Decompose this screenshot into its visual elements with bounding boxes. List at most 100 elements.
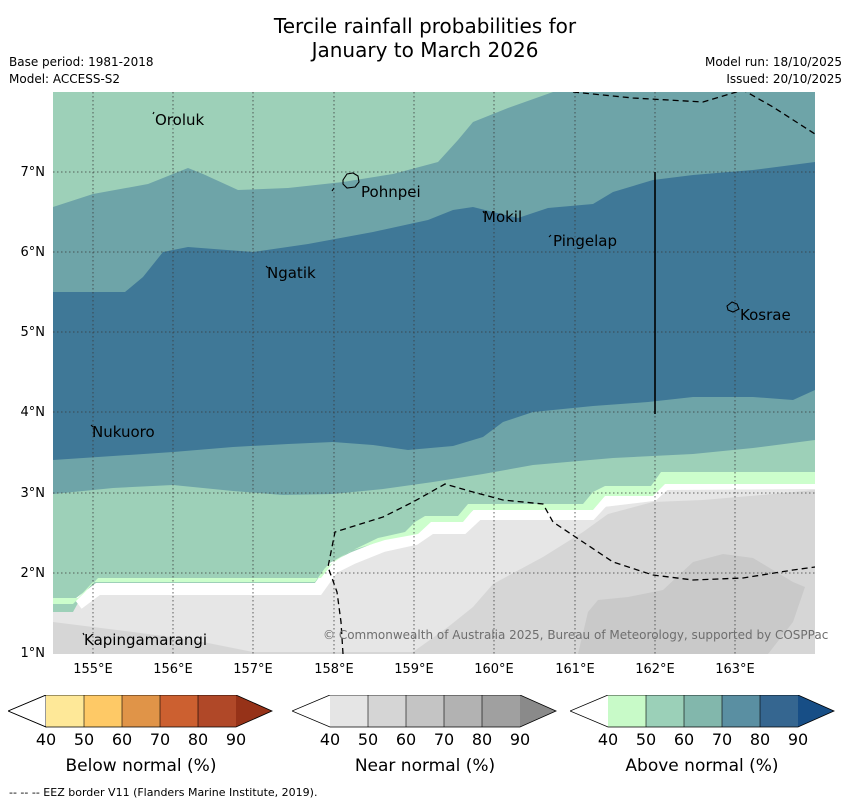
cbar-segment bbox=[722, 695, 760, 727]
cbar-tick: 80 bbox=[187, 730, 209, 749]
cbar-outline bbox=[8, 695, 273, 728]
zone-near-dark bbox=[578, 554, 805, 654]
colorbar-above-normal bbox=[570, 695, 835, 728]
lat-label: 2°N bbox=[20, 566, 46, 581]
cbar-label-above: Above normal (%) bbox=[625, 756, 779, 776]
cbar-tick: 60 bbox=[395, 730, 417, 749]
cbar-segment bbox=[46, 695, 84, 727]
islet-7 bbox=[82, 632, 85, 636]
cbar-tick: 90 bbox=[225, 730, 247, 749]
cbar-segment bbox=[760, 695, 798, 727]
cbar-segment bbox=[406, 695, 444, 727]
cbar-outline bbox=[570, 695, 835, 728]
cbar-segment bbox=[330, 695, 368, 727]
cbar-tick: 50 bbox=[635, 730, 657, 749]
cbar-tick: 70 bbox=[433, 730, 455, 749]
colorbar-below-normal bbox=[8, 695, 273, 728]
island-outlines bbox=[82, 111, 740, 636]
lat-label: 5°N bbox=[20, 325, 46, 340]
meta-right: Model run: 18/10/2025 Issued: 20/10/2025 bbox=[705, 54, 842, 88]
cbar-tick: 50 bbox=[357, 730, 379, 749]
cbar-dividers bbox=[645, 695, 761, 727]
lat-label: 6°N bbox=[20, 245, 46, 260]
place-kosrae: Kosrae bbox=[740, 306, 791, 324]
cbar-segment bbox=[368, 695, 406, 727]
lon-label: 162°E bbox=[635, 662, 675, 677]
lon-label: 163°E bbox=[715, 662, 755, 677]
cbar-tick: 90 bbox=[787, 730, 809, 749]
eez-footnote: -- -- -- EEZ border V11 (Flanders Marine… bbox=[9, 786, 318, 799]
zone-above-70 bbox=[53, 162, 815, 460]
cbar-segment bbox=[236, 695, 272, 727]
cbar-outline bbox=[292, 695, 557, 728]
place-oroluk: Oroluk bbox=[155, 111, 205, 129]
cbar-dividers bbox=[83, 695, 199, 727]
cbar-segment bbox=[520, 695, 556, 727]
lon-label: 155°E bbox=[73, 662, 113, 677]
place-kapingamarangi: Kapingamarangi bbox=[84, 631, 208, 649]
cbar-tick: 60 bbox=[673, 730, 695, 749]
eez-border bbox=[327, 92, 815, 654]
chart-title: Tercile rainfall probabilities for Janua… bbox=[0, 14, 850, 62]
model-run: Model run: 18/10/2025 bbox=[704, 55, 842, 69]
cbar-segment bbox=[84, 695, 122, 727]
lon-label: 159°E bbox=[394, 662, 434, 677]
map-panel bbox=[53, 92, 815, 654]
meta-left: Base period: 1981-2018 Model: ACCESS-S2 bbox=[9, 54, 154, 88]
islet-5 bbox=[265, 265, 269, 269]
islet-2 bbox=[152, 111, 155, 115]
lon-label: 158°E bbox=[314, 662, 354, 677]
title-line-1: Tercile rainfall probabilities for bbox=[273, 14, 577, 38]
cbar-tick: 70 bbox=[149, 730, 171, 749]
cbar-tick: 90 bbox=[509, 730, 531, 749]
cbar-segment bbox=[198, 695, 236, 727]
cbar-tick: 60 bbox=[111, 730, 133, 749]
copyright-notice: © Commonwealth of Australia 2025, Bureau… bbox=[323, 628, 829, 642]
white-band bbox=[74, 477, 815, 609]
lat-label: 3°N bbox=[20, 486, 46, 501]
cbar-tick: 80 bbox=[749, 730, 771, 749]
cbar-segment bbox=[292, 695, 330, 727]
cbar-segment bbox=[798, 695, 834, 727]
cbar-dividers bbox=[367, 695, 483, 727]
cbar-tick: 40 bbox=[597, 730, 619, 749]
cbar-segment bbox=[160, 695, 198, 727]
issued-date: Issued: 20/10/2025 bbox=[726, 72, 842, 86]
map-svg bbox=[53, 92, 815, 654]
place-pingelap: Pingelap bbox=[553, 232, 618, 250]
cbar-tick: 50 bbox=[73, 730, 95, 749]
place-nukuoro: Nukuoro bbox=[92, 423, 155, 441]
cbar-segment bbox=[570, 695, 608, 727]
lon-label: 160°E bbox=[474, 662, 514, 677]
cbar-segment bbox=[444, 695, 482, 727]
cbar-segment bbox=[122, 695, 160, 727]
cbar-segment bbox=[684, 695, 722, 727]
base-period: Base period: 1981-2018 bbox=[9, 55, 154, 69]
pohnpei-island bbox=[342, 172, 360, 189]
cbar-segment bbox=[482, 695, 520, 727]
kosrae-island bbox=[726, 301, 740, 313]
place-mokil: Mokil bbox=[483, 208, 523, 226]
model-name: Model: ACCESS-S2 bbox=[9, 72, 121, 86]
place-pohnpei: Pohnpei bbox=[361, 183, 421, 201]
cbar-tick: 40 bbox=[35, 730, 57, 749]
place-ngatik: Ngatik bbox=[267, 264, 316, 282]
cbar-label-below: Below normal (%) bbox=[65, 756, 217, 776]
cbar-tick: 70 bbox=[711, 730, 733, 749]
islet-3 bbox=[482, 210, 485, 214]
cbar-tick: 80 bbox=[471, 730, 493, 749]
cbar-segment bbox=[608, 695, 646, 727]
colorbar-near-normal bbox=[292, 695, 557, 728]
lon-label: 157°E bbox=[233, 662, 273, 677]
lat-label: 7°N bbox=[20, 165, 46, 180]
lon-label: 161°E bbox=[555, 662, 595, 677]
cbar-tick: 40 bbox=[319, 730, 341, 749]
lat-label: 4°N bbox=[20, 405, 46, 420]
cbar-segment bbox=[8, 695, 47, 728]
title-line-2: January to March 2026 bbox=[311, 38, 539, 62]
cbar-label-near: Near normal (%) bbox=[354, 756, 496, 776]
cbar-segment bbox=[646, 695, 684, 727]
islet-4 bbox=[548, 234, 552, 238]
lon-label: 156°E bbox=[153, 662, 193, 677]
lat-label: 1°N bbox=[20, 646, 46, 661]
